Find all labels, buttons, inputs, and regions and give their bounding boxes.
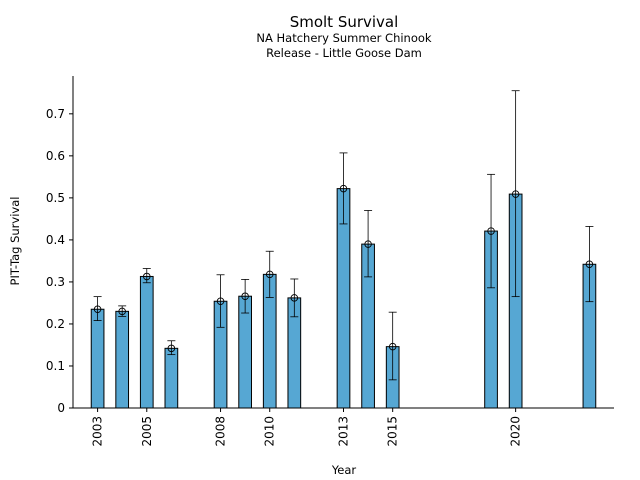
point-marker-2003 [93, 305, 102, 313]
point-marker-2013 [339, 184, 348, 193]
bar-2004 [115, 310, 130, 409]
y-tick-label: 0.4 [46, 233, 65, 247]
chart-subtitle-line-1: NA Hatchery Summer Chinook [256, 31, 432, 45]
point-marker-2010 [265, 270, 274, 279]
plot-area: 0 0.1 0.2 0.3 0.4 0.5 0.6 0.7 2003 2005 2008 2010 20… [46, 76, 614, 447]
x-tick-label: 2013 [337, 416, 351, 447]
point-marker-2014 [364, 240, 372, 248]
chart-subtitle-line-2: Release - Little Goose Dam [266, 46, 422, 60]
y-tick-label: 0 [57, 401, 65, 415]
chart-title: Smolt Survival [290, 13, 399, 31]
y-axis-label: PIT-Tag Survival [8, 197, 22, 286]
bar-2006 [164, 347, 179, 409]
point-marker-2020 [511, 190, 520, 198]
x-tick-label: 2003 [91, 416, 105, 447]
x-tick-label: 2010 [263, 416, 277, 447]
bar-2003 [90, 308, 105, 409]
y-tick-label: 0.7 [46, 107, 65, 121]
y-tick-label: 0.2 [46, 317, 65, 331]
bar-2005 [139, 275, 154, 409]
point-marker-2023 [585, 260, 594, 269]
x-tick-label: 2015 [386, 416, 400, 447]
y-tick-label: 0.3 [46, 275, 65, 289]
point-marker-2011 [290, 294, 299, 302]
point-marker-2008 [216, 297, 225, 306]
x-tick-label: 2020 [509, 416, 523, 447]
x-axis-label: Year [331, 463, 357, 477]
point-marker-2019 [487, 227, 495, 235]
point-marker-2006 [167, 344, 176, 353]
point-marker-2015 [388, 342, 397, 351]
y-tick-label: 0.6 [46, 149, 65, 163]
y-tick-label: 0.5 [46, 191, 65, 205]
x-tick-label: 2008 [214, 416, 228, 447]
x-tick-label: 2005 [140, 416, 154, 447]
y-tick-label: 0.1 [46, 359, 65, 373]
point-marker-2009 [241, 292, 249, 300]
point-marker-2005 [143, 272, 151, 281]
point-marker-2004 [118, 307, 126, 316]
